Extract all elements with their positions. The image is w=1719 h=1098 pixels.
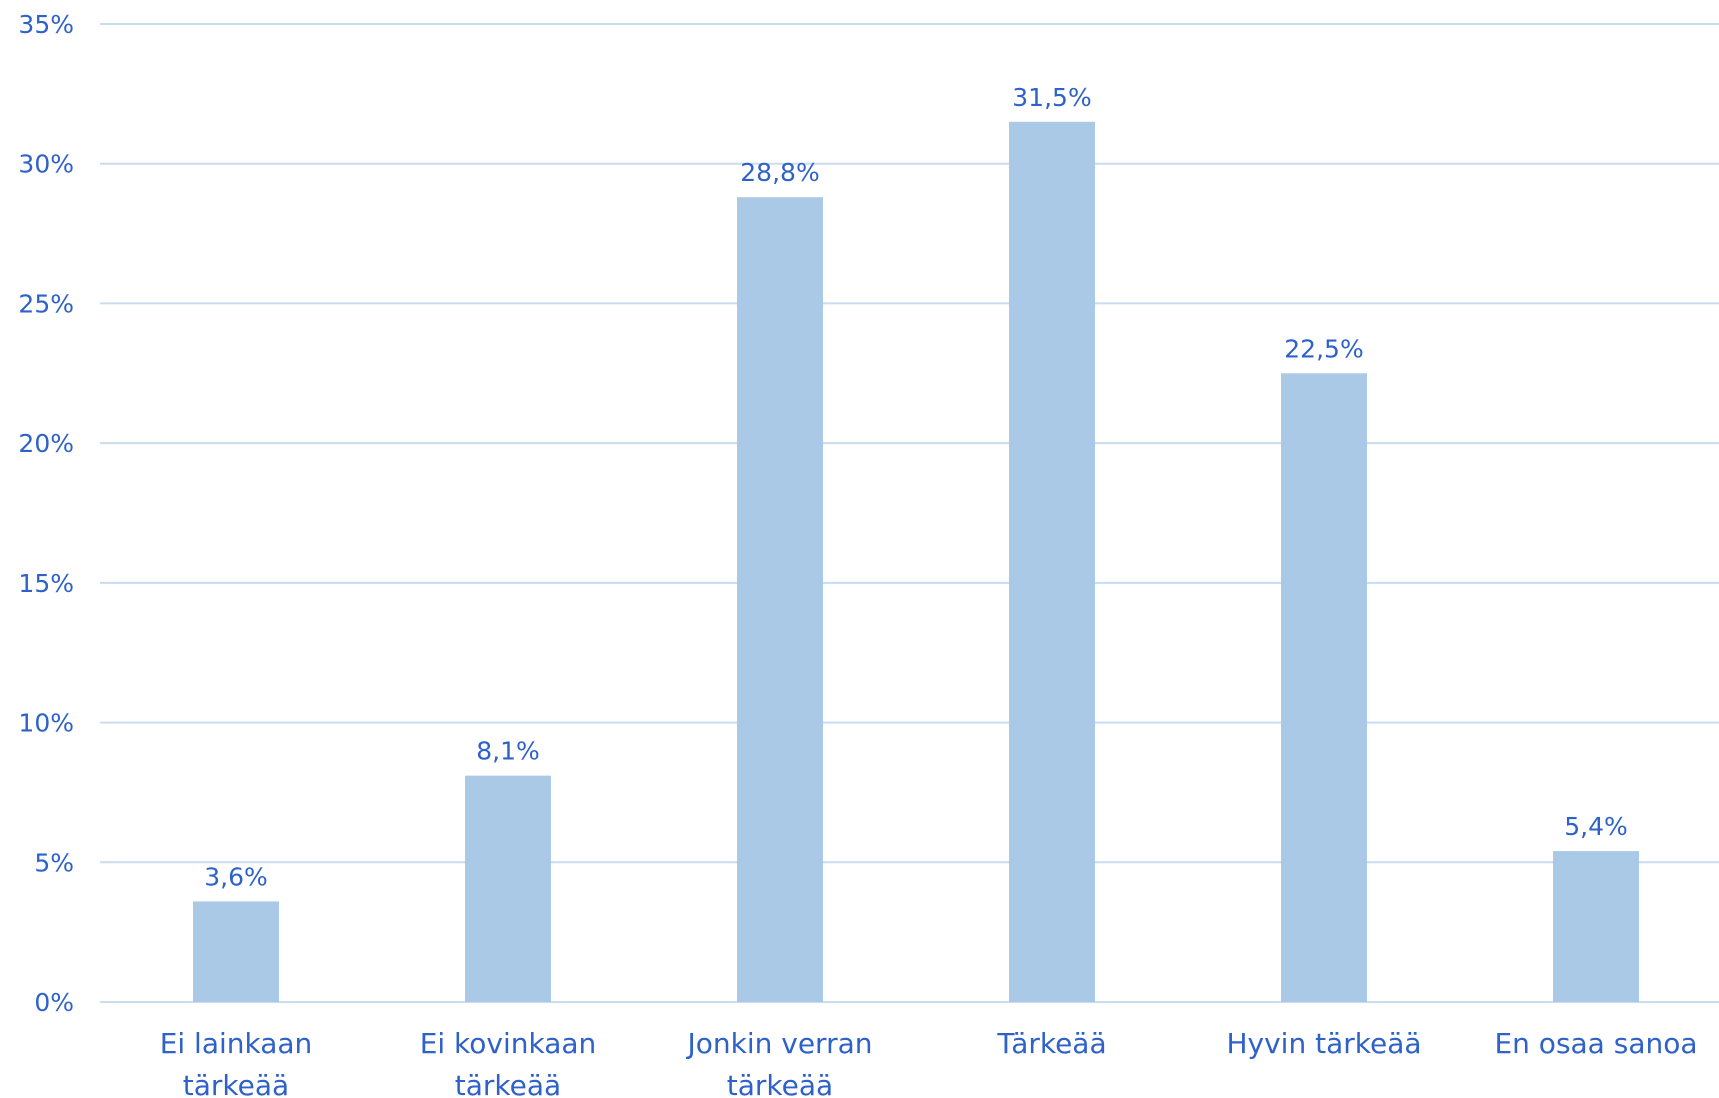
y-tick-label: 10% xyxy=(18,709,74,738)
data-label: 5,4% xyxy=(1564,812,1628,841)
data-label: 3,6% xyxy=(204,862,268,891)
y-tick-label: 35% xyxy=(18,10,74,39)
bar xyxy=(1553,851,1639,1002)
y-axis-ticks: 0% 5% 10% 15% 20% 25% 30% 35% xyxy=(18,10,74,1017)
x-tick-label: Hyvin tärkeää xyxy=(1226,1027,1421,1060)
y-tick-label: 5% xyxy=(34,848,74,877)
bars xyxy=(193,121,1639,1003)
x-axis-ticks: Ei lainkaan tärkeää Ei kovinkaan tärkeää Jon… xyxy=(160,1027,1698,1098)
x-tick-label: tärkeää xyxy=(455,1069,561,1098)
x-tick-label: Ei lainkaan xyxy=(160,1027,313,1060)
x-tick-label: Jonkin verran xyxy=(685,1027,872,1060)
bar xyxy=(1009,121,1095,1003)
x-tick-label: tärkeää xyxy=(727,1069,833,1098)
data-label: 31,5% xyxy=(1012,83,1091,112)
data-label: 28,8% xyxy=(740,158,819,187)
data-label: 8,1% xyxy=(476,737,540,766)
y-tick-label: 30% xyxy=(18,150,74,179)
data-labels: 3,6% 8,1% 28,8% 31,5% 22,5% 5,4% xyxy=(204,83,1628,892)
gridlines xyxy=(100,23,1719,1003)
y-tick-label: 15% xyxy=(18,569,74,598)
data-label: 22,5% xyxy=(1284,334,1363,363)
x-tick-label: Ei kovinkaan xyxy=(420,1027,597,1060)
x-tick-label: En osaa sanoa xyxy=(1494,1027,1697,1060)
bar xyxy=(465,775,551,1002)
x-tick-label: tärkeää xyxy=(183,1069,289,1098)
x-tick-label: Tärkeää xyxy=(996,1027,1106,1060)
bar xyxy=(1281,373,1367,1002)
y-tick-label: 0% xyxy=(34,988,74,1017)
y-tick-label: 25% xyxy=(18,289,74,318)
y-tick-label: 20% xyxy=(18,429,74,458)
bar xyxy=(193,901,279,1002)
bar xyxy=(737,197,823,1002)
